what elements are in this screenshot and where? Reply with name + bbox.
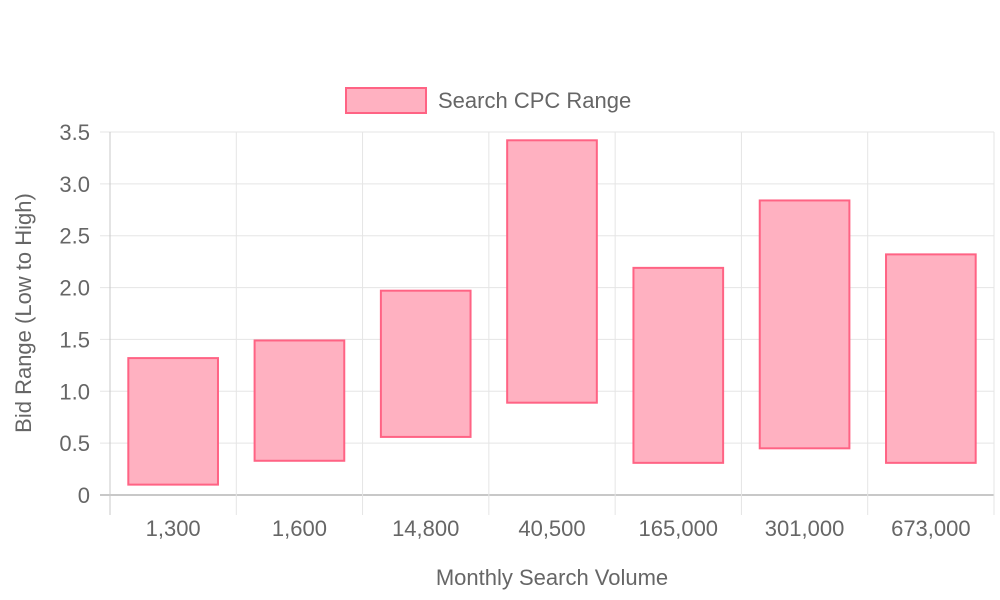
y-tick-label: 2.0: [59, 276, 90, 301]
legend-swatch: [345, 87, 427, 114]
range-bar[interactable]: [885, 253, 977, 464]
bars: [127, 139, 977, 486]
y-tick-label: 1.5: [59, 327, 90, 352]
y-tick-label: 1.0: [59, 379, 90, 404]
y-tick-label: 2.5: [59, 224, 90, 249]
range-bar[interactable]: [506, 139, 598, 404]
x-tick-label: 1,300: [146, 516, 201, 541]
x-tick-label: 301,000: [765, 516, 845, 541]
y-axis-ticks: 0 0.5 1.0 1.5 2.0 2.5 3.0 3.5: [59, 120, 90, 508]
legend[interactable]: Search CPC Range: [345, 87, 631, 114]
x-tick-label: 40,500: [518, 516, 585, 541]
y-tick-label: 3.5: [59, 120, 90, 145]
x-tick-label: 1,600: [272, 516, 327, 541]
x-axis-ticks: 1,300 1,600 14,800 40,500 165,000 301,000 673,…: [146, 516, 971, 541]
range-bar[interactable]: [758, 199, 851, 450]
range-bar[interactable]: [379, 289, 472, 438]
range-bar[interactable]: [253, 339, 346, 462]
x-axis-title: Monthly Search Volume: [436, 565, 668, 590]
y-tick-label: 3.0: [59, 172, 90, 197]
x-tick-label: 673,000: [891, 516, 971, 541]
legend-label: Search CPC Range: [438, 88, 631, 113]
x-tick-label: 14,800: [392, 516, 459, 541]
range-bar[interactable]: [632, 266, 725, 464]
y-tick-label: 0: [78, 483, 90, 508]
range-bar[interactable]: [127, 357, 219, 486]
y-axis-title: Bid Range (Low to High): [11, 193, 36, 433]
x-tick-label: 165,000: [639, 516, 719, 541]
y-tick-label: 0.5: [59, 431, 90, 456]
